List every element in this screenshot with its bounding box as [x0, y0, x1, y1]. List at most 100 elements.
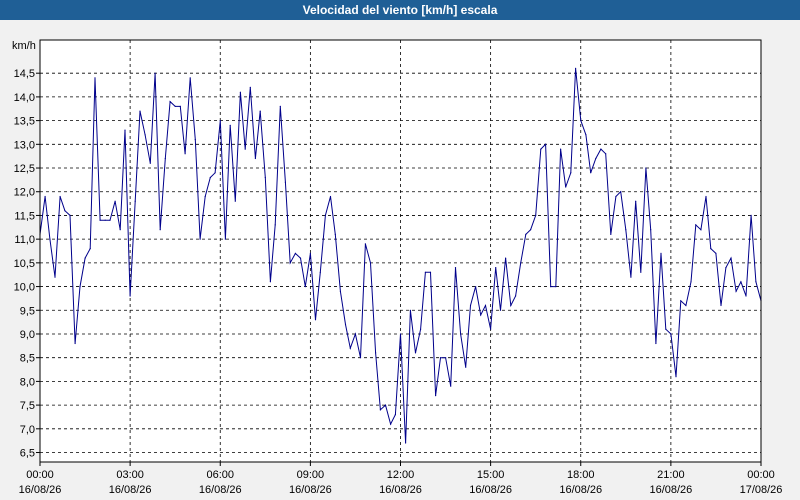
y-tick-label: 12,0 — [14, 187, 35, 199]
data-point — [625, 229, 627, 231]
data-point — [89, 248, 91, 250]
y-tick-label: 11,0 — [14, 234, 35, 246]
data-point — [109, 219, 111, 221]
data-point — [615, 195, 617, 198]
data-point — [379, 409, 381, 411]
data-point — [384, 404, 387, 406]
data-point — [289, 262, 291, 264]
y-tick-label: 13,0 — [14, 139, 35, 151]
data-point — [690, 281, 692, 283]
y-tick-label: 9,5 — [20, 305, 35, 317]
data-point — [720, 304, 722, 307]
y-tick-label: 7,5 — [20, 400, 35, 412]
data-point — [329, 195, 332, 198]
data-point — [590, 172, 592, 174]
data-point — [735, 290, 737, 292]
data-point — [364, 243, 366, 245]
data-point — [530, 229, 532, 231]
data-point — [79, 286, 81, 288]
data-point — [219, 120, 221, 122]
data-point — [174, 105, 176, 107]
data-point — [319, 271, 321, 273]
data-point — [550, 286, 552, 288]
y-tick-label: 9,0 — [20, 329, 35, 341]
data-point — [274, 224, 276, 226]
data-point — [640, 271, 642, 273]
data-point — [520, 262, 522, 264]
x-tick-time-label: 00:00 — [747, 469, 775, 481]
data-point — [349, 347, 351, 349]
x-tick-date-label: 16/08/26 — [379, 484, 422, 496]
data-point — [445, 357, 447, 359]
data-point — [184, 153, 186, 155]
data-point — [114, 200, 116, 202]
x-tick-date-label: 16/08/26 — [109, 484, 152, 496]
data-point — [394, 414, 396, 416]
data-point — [249, 86, 251, 88]
data-point — [745, 295, 747, 297]
x-tick-time-label: 00:00 — [26, 469, 54, 481]
data-point — [435, 395, 437, 397]
data-point — [209, 176, 211, 179]
x-tick-time-label: 12:00 — [387, 469, 415, 481]
y-tick-label: 11,5 — [14, 210, 35, 222]
x-tick-date-label: 16/08/26 — [199, 484, 242, 496]
data-point — [369, 262, 372, 264]
data-point — [570, 172, 572, 174]
data-point — [555, 286, 557, 288]
data-point — [279, 105, 281, 107]
data-point — [585, 134, 587, 136]
data-point — [630, 276, 632, 278]
data-point — [309, 252, 311, 254]
data-point — [675, 376, 677, 378]
data-point — [194, 139, 196, 141]
data-point — [405, 442, 407, 444]
data-point — [705, 195, 707, 198]
data-point — [565, 186, 567, 188]
data-point — [359, 357, 362, 359]
y-tick-label: 6,5 — [20, 448, 35, 460]
data-point — [214, 172, 216, 174]
data-point — [710, 248, 712, 250]
data-point — [69, 214, 71, 216]
y-tick-label: 14,0 — [14, 92, 35, 104]
data-point — [54, 276, 56, 278]
data-point — [665, 328, 667, 330]
series-points — [39, 67, 762, 444]
data-point — [64, 210, 66, 212]
data-point — [99, 219, 101, 221]
data-point — [224, 238, 226, 240]
data-point — [655, 342, 657, 345]
data-point — [119, 229, 121, 231]
data-point — [179, 105, 181, 107]
x-tick-date-label: 16/08/26 — [289, 484, 332, 496]
x-tick-time-label: 03:00 — [116, 469, 144, 481]
data-point — [390, 423, 392, 425]
data-point — [540, 148, 542, 150]
data-point — [595, 157, 597, 160]
x-tick-date-label: 16/08/26 — [649, 484, 692, 496]
data-point — [645, 167, 647, 169]
data-point — [49, 238, 51, 240]
data-point — [284, 181, 286, 183]
data-point — [600, 148, 602, 150]
data-point — [199, 238, 201, 240]
data-point — [460, 333, 462, 335]
x-tick-time-label: 09:00 — [297, 469, 325, 481]
data-point — [424, 271, 426, 273]
data-point — [439, 357, 442, 359]
x-tick-date-label: 17/08/26 — [740, 484, 783, 496]
data-point — [635, 200, 637, 202]
data-point — [94, 77, 96, 79]
data-point — [239, 91, 241, 93]
data-point — [515, 295, 517, 297]
data-point — [499, 309, 502, 311]
y-tick-label: 10,0 — [14, 282, 35, 294]
data-point — [154, 72, 156, 74]
data-point — [264, 176, 266, 179]
y-tick-label: 8,5 — [20, 353, 35, 365]
x-tick-time-label: 21:00 — [657, 469, 685, 481]
data-point — [475, 286, 477, 288]
data-point — [44, 195, 46, 198]
